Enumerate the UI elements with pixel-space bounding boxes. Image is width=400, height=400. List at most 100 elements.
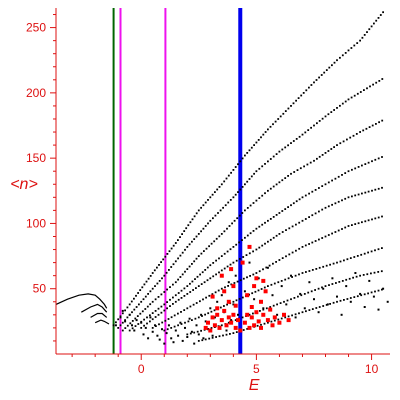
curve-point [269, 238, 272, 241]
curve-point [371, 124, 374, 127]
curve-point [315, 268, 318, 270]
curve-point [336, 59, 338, 62]
curve-point [149, 320, 151, 323]
red-point [259, 299, 263, 304]
curve-point [189, 221, 192, 224]
curve-point [274, 120, 277, 123]
solid-curve [94, 319, 110, 325]
black-point [294, 316, 297, 319]
curve-point [195, 235, 198, 238]
curve-point [284, 177, 287, 179]
curve-point [381, 247, 383, 249]
curve-point [308, 192, 310, 195]
red-point [252, 323, 257, 328]
curve-point [214, 191, 216, 193]
curve-point [311, 214, 314, 217]
curve-point [258, 270, 261, 273]
curve-point [169, 298, 171, 301]
curve-point [381, 78, 384, 80]
curve-point [196, 330, 199, 333]
curve-point [256, 324, 259, 327]
black-point [124, 320, 127, 323]
curve-point [269, 158, 272, 160]
curve-point [135, 294, 137, 297]
curve-point [301, 133, 304, 136]
black-point [177, 334, 180, 337]
curve-point [278, 233, 281, 235]
curve-point [252, 230, 255, 232]
curve-point [254, 290, 257, 293]
curve-point [308, 243, 310, 245]
curve-point [284, 208, 287, 210]
curve-point [248, 178, 251, 180]
curve-point [302, 92, 305, 94]
curve-point [325, 304, 328, 306]
curve-point [170, 327, 173, 329]
curve-point [234, 166, 237, 168]
curve-point [264, 221, 266, 224]
curve-point [371, 218, 373, 221]
curve-point [330, 111, 333, 113]
curve-point [166, 307, 168, 310]
curve-point [310, 84, 313, 86]
curve-point [218, 235, 221, 238]
curve-point [165, 271, 168, 274]
curve-point [269, 218, 272, 220]
curve-point [204, 338, 207, 341]
red-point [242, 320, 247, 325]
curve-point [232, 169, 235, 171]
curve-point [124, 327, 127, 329]
curve-point [191, 240, 193, 243]
red-point [261, 312, 266, 317]
curve-point [311, 241, 314, 244]
curve-point [367, 251, 369, 254]
curve-point [318, 238, 320, 241]
curve-point [223, 230, 226, 233]
curve-point [232, 332, 235, 334]
curve-point [195, 287, 197, 289]
curve-point [227, 285, 229, 287]
curve-point [343, 299, 345, 301]
curve-point [300, 94, 303, 97]
curve-point [318, 306, 321, 308]
curve-point [151, 318, 154, 321]
curve-point [172, 303, 174, 305]
curve-point [298, 312, 300, 315]
black-point [345, 285, 348, 288]
curve-point [191, 218, 194, 221]
curve-point [252, 273, 255, 276]
curve-point [191, 319, 193, 321]
black-point [147, 337, 150, 340]
curve-point [333, 109, 335, 111]
curve-point [246, 152, 249, 154]
y-tick-label: 150 [26, 151, 46, 165]
curve-point [173, 325, 176, 328]
curve-point [267, 128, 269, 131]
curve-point [372, 83, 374, 86]
curve-point [170, 316, 173, 319]
curve-point [183, 287, 186, 290]
curve-point [330, 148, 333, 150]
curve-point [134, 317, 137, 320]
curve-point [250, 146, 253, 149]
curve-point [184, 321, 186, 324]
y-tick-label: 100 [26, 216, 46, 230]
curve-point [253, 172, 255, 175]
curve-point [151, 312, 154, 314]
curve-point [215, 237, 218, 240]
curve-point [205, 296, 207, 299]
scatter-group [114, 244, 389, 345]
curve-point [141, 310, 144, 313]
curve-point [370, 25, 373, 28]
curve-point [244, 209, 246, 212]
curve-point [367, 190, 370, 193]
curve-point [363, 252, 366, 255]
curve-point [183, 295, 186, 297]
curve-point [238, 214, 241, 217]
curve-point [239, 160, 242, 163]
curve-point [314, 240, 317, 242]
curve-point [248, 252, 251, 255]
black-point [253, 298, 256, 301]
curve-point [193, 238, 196, 240]
red-point [226, 299, 231, 304]
